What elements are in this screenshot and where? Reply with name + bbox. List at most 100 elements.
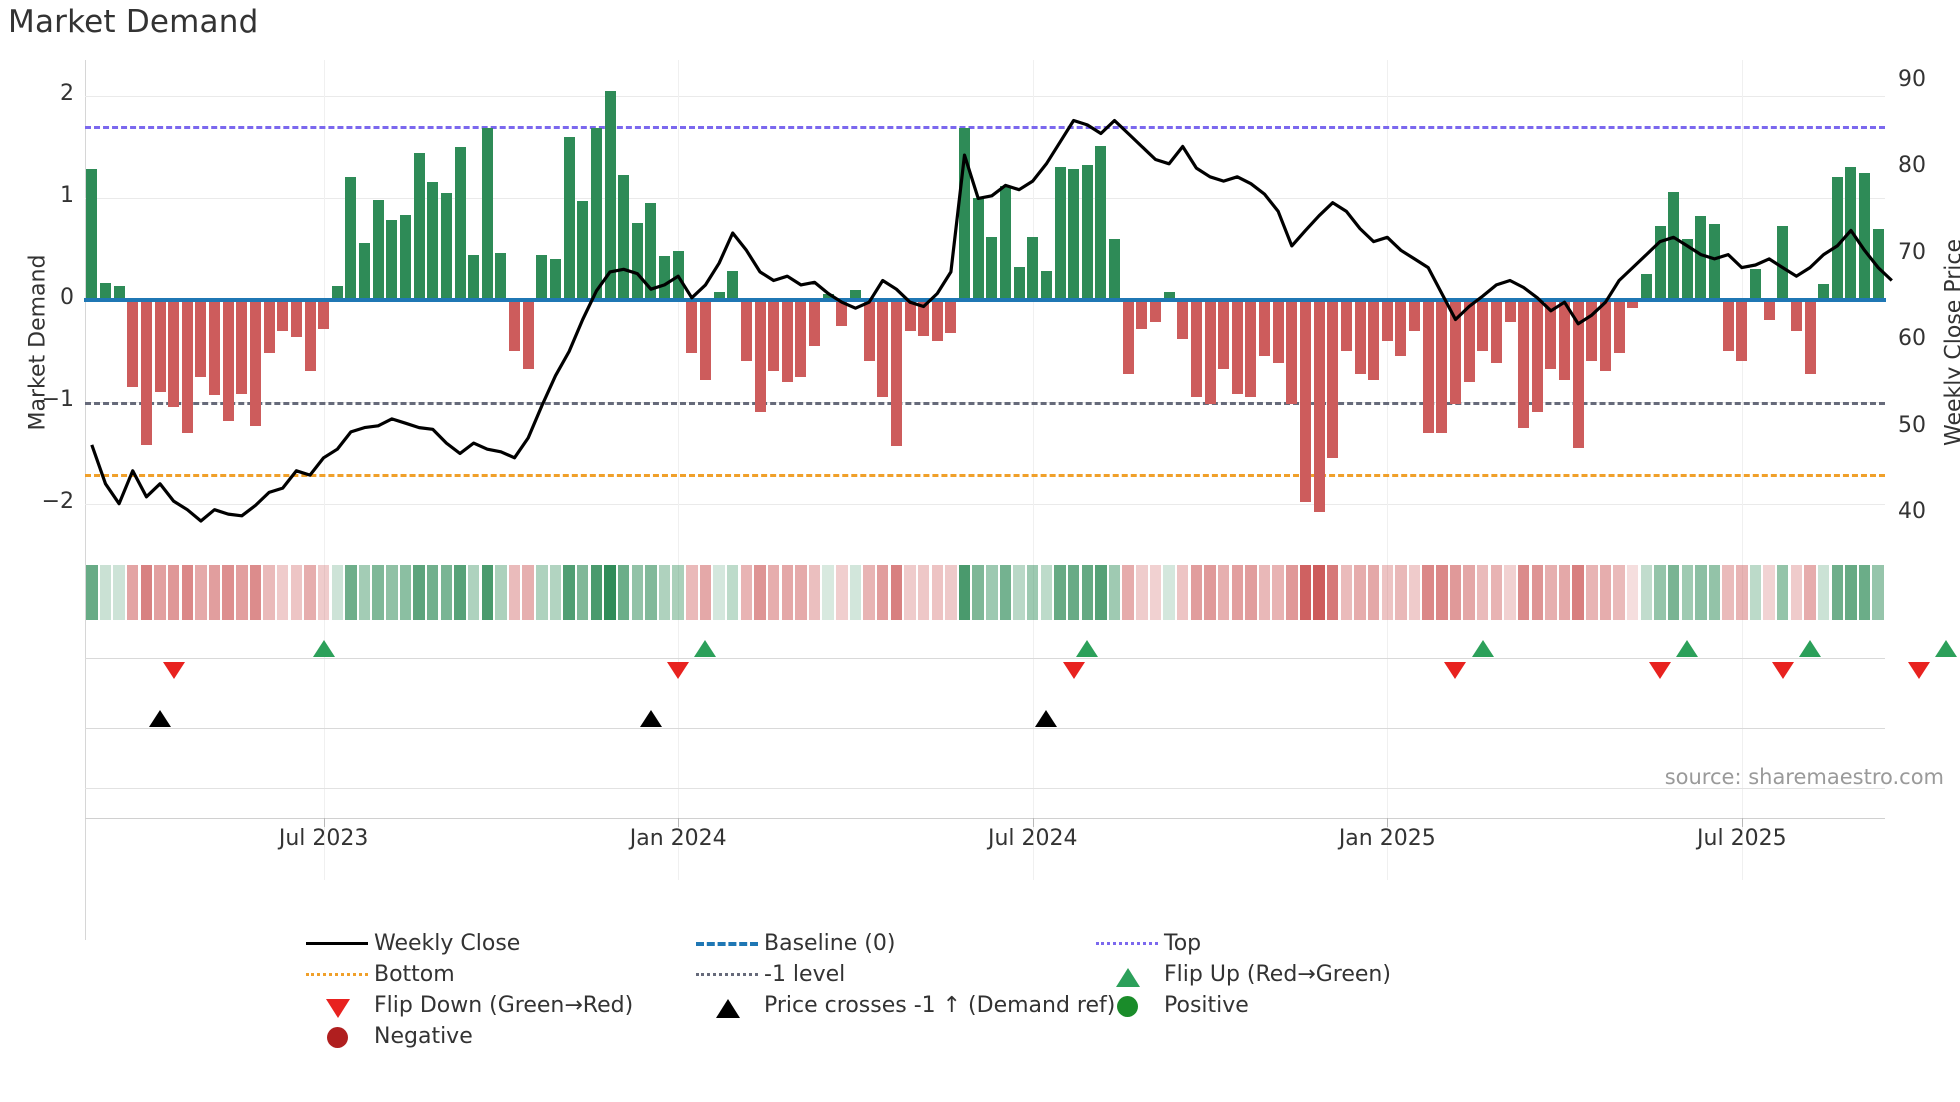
demand-bar [1259,300,1271,357]
baseline-segment [1747,298,1763,302]
heatmap-cell [1531,565,1543,620]
baseline-segment [575,298,591,302]
demand-bar [563,136,575,300]
flip-marker-axis [85,658,1885,659]
demand-bar [1422,300,1434,433]
heatmap-cell [386,565,398,620]
demand-bar [686,300,698,354]
demand-bar [1613,300,1625,354]
heatmap-cell [1831,565,1843,620]
baseline-segment [807,298,823,302]
heatmap-cell [577,565,589,620]
price-cross-up-marker [639,710,662,727]
heatmap-cell [1640,565,1653,620]
demand-bar [495,253,507,300]
demand-bar [1790,300,1802,331]
demand-bar [1709,224,1721,300]
demand-bar [1449,300,1461,405]
baseline-segment [288,298,304,302]
baseline-segment [438,298,454,302]
legend-triangle-down-icon [300,990,374,1021]
legend-item[interactable]: Weekly Close [300,928,520,959]
demand-bar [1859,173,1871,300]
heatmap-cell [904,565,916,620]
heatmap-cell [604,565,616,620]
triangle-up-icon [1116,968,1140,987]
demand-bar [1395,300,1407,357]
price-cross-up-marker [1035,710,1058,727]
heatmap-cell [1708,565,1721,620]
baseline-segment [425,298,441,302]
baseline-segment [179,298,195,302]
baseline-segment [1161,298,1177,302]
heatmap-cell [972,565,984,620]
baseline-segment [479,298,495,302]
demand-bar [1231,300,1243,394]
legend-item[interactable]: Price crosses -1 ↑ (Demand ref) [690,990,1115,1021]
demand-bar [1081,165,1093,300]
demand-bar [1722,300,1734,352]
demand-bar [1804,300,1816,374]
baseline-segment [207,298,223,302]
demand-bar [1777,226,1789,300]
heatmap-cell [522,565,534,620]
heatmap-cell [1163,565,1175,620]
demand-bar [781,300,793,382]
baseline-segment [1297,298,1313,302]
heatmap-cell [1367,565,1380,620]
heatmap-cell [767,565,780,620]
baseline-segment [220,298,236,302]
legend-triangle-up-icon [1090,959,1164,990]
demand-bar [386,220,398,300]
demand-bar [877,300,889,398]
heatmap-cell [1613,565,1625,620]
baseline-segment [247,298,263,302]
heatmap-cell [345,565,357,620]
demand-bar [99,282,111,300]
price-cross-marker-axis [85,728,1885,729]
legend-item[interactable]: Baseline (0) [690,928,895,959]
heatmap-cell [877,565,889,620]
heatmap-cell [1681,565,1693,620]
baseline-segment [1420,298,1436,302]
demand-bar [768,300,780,372]
legend-item[interactable]: Top [1090,928,1201,959]
legend-item-label: Weekly Close [374,931,521,956]
baseline-segment [970,298,986,302]
demand-bar [1163,291,1175,300]
legend-item[interactable]: Flip Up (Red→Green) [1090,959,1391,990]
triangle-up-icon [716,999,740,1018]
legend-item[interactable]: -1 level [690,959,845,990]
heatmap-cell [1763,565,1775,620]
x-axis-tick-mark [1387,818,1389,827]
legend-dotted-line-icon [300,959,374,990]
heatmap-cell [1299,565,1312,620]
heatmap-cell [631,565,643,620]
baseline-segment [1638,298,1654,302]
baseline-segment [534,298,550,302]
baseline-segment [793,298,809,302]
baseline-segment [1870,298,1886,302]
demand-bar [1013,267,1025,300]
heatmap-cell [1517,565,1530,620]
baseline-segment [1584,298,1600,302]
plot-inner [84,60,1893,880]
demand-bar [1354,300,1366,374]
demand-bar [904,300,916,331]
heatmap-cell [508,565,521,620]
baseline-segment [1611,298,1627,302]
demand-bar [1627,300,1639,309]
legend-item[interactable]: Positive [1090,990,1249,1021]
heatmap-cell [1449,565,1462,620]
baseline-segment [1093,298,1109,302]
legend-item[interactable]: Flip Down (Green→Red) [300,990,633,1021]
demand-bar [1831,177,1843,300]
baseline-segment [1734,298,1750,302]
legend-item[interactable]: Negative [300,1021,473,1052]
legend-item[interactable]: Bottom [300,959,455,990]
heatmap-cell [1599,565,1612,620]
heatmap-cell [236,565,248,620]
gridline-vertical [678,60,680,880]
demand-bar [577,200,589,300]
demand-bar [1245,300,1257,398]
